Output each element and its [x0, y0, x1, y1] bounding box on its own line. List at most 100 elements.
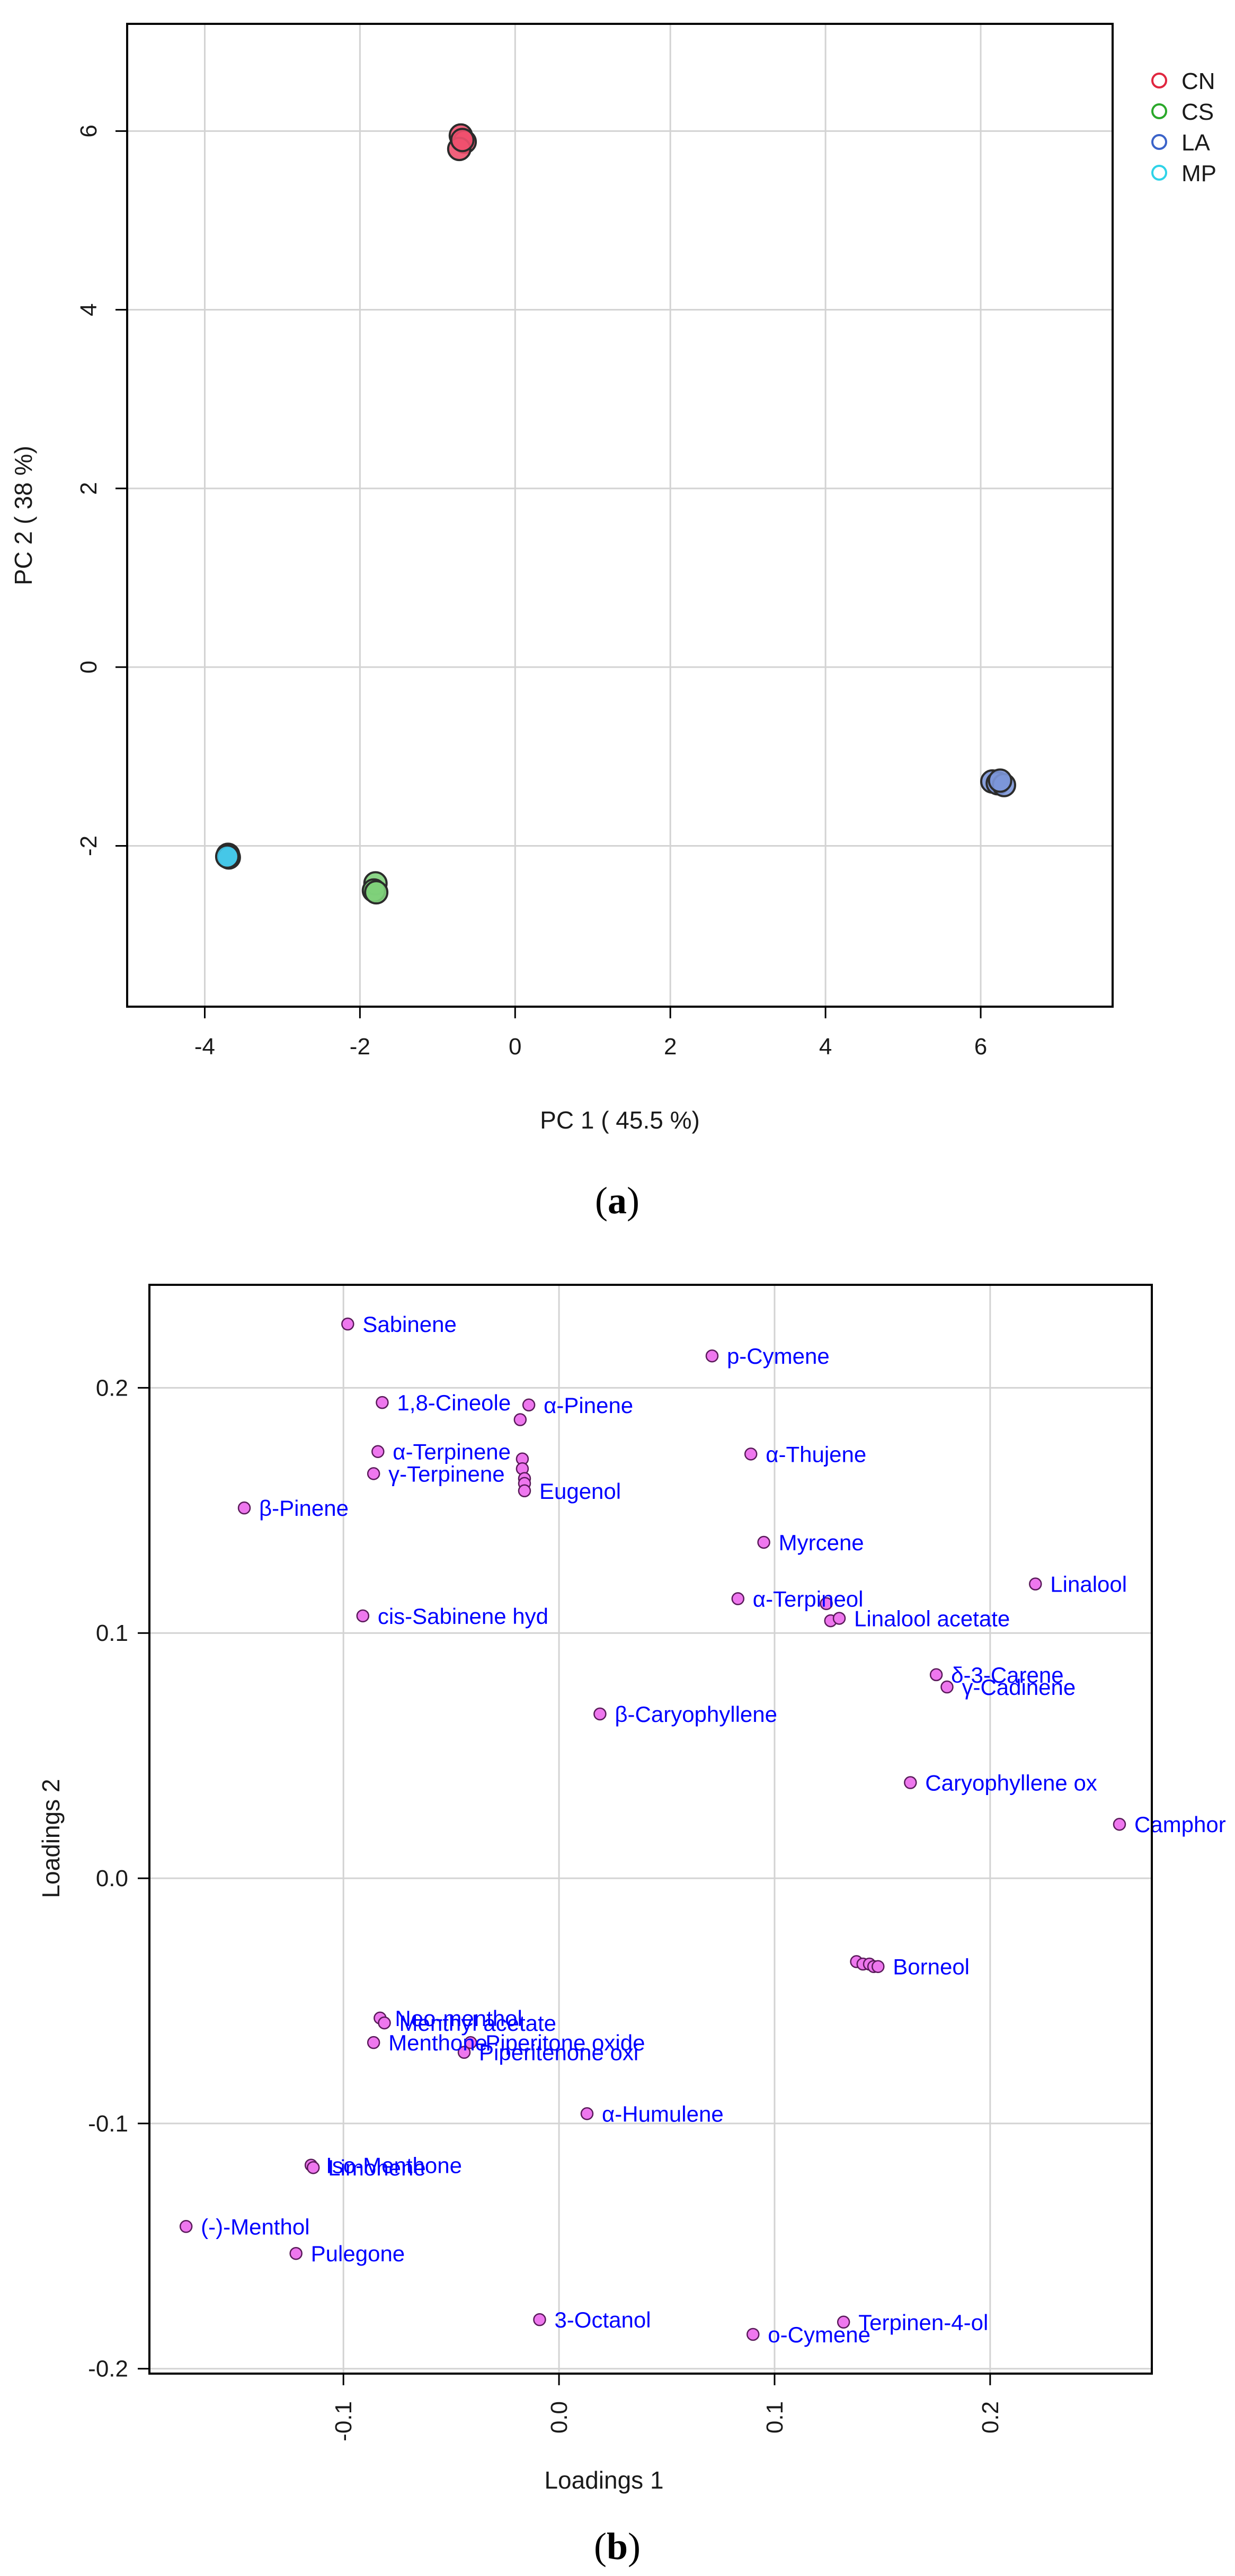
legend-marker-la [1151, 134, 1167, 150]
loading-point [820, 1597, 833, 1610]
loading-point [464, 2036, 477, 2049]
legend-marker-cn [1151, 73, 1167, 88]
loading-point [940, 1680, 954, 1694]
loading-label: Menthone [388, 2030, 487, 2055]
loading-label: Eugenol [539, 1479, 621, 1504]
loading-label: 1,8-Cineole [397, 1390, 511, 1415]
legend-label-mp: MP [1181, 161, 1216, 186]
pca-x-tick-label: 4 [819, 1034, 832, 1060]
panel-b-caption-open: ( [594, 2525, 607, 2568]
loading-label: β-Pinene [259, 1496, 349, 1521]
loading-label: p-Cymene [727, 1344, 830, 1369]
pca-y-tick-label: 4 [76, 303, 102, 316]
pca-y-tick-label: -2 [76, 836, 102, 856]
loading-point [513, 1413, 527, 1426]
loading-label: Menthyl acetate [399, 2011, 557, 2036]
loadings-x-tick-label: 0.0 [546, 2401, 572, 2433]
pca-point-la [988, 768, 1012, 793]
loading-label: Linalool acetate [854, 1606, 1010, 1631]
loading-point [757, 1535, 770, 1549]
legend-label-la: LA [1181, 130, 1210, 156]
loadings-y-tick-label: -0.1 [88, 2111, 128, 2137]
loading-point [306, 2161, 320, 2174]
loading-label: Terpinen-4-ol [858, 2310, 988, 2335]
loading-point [341, 1317, 354, 1331]
loading-label: Camphor [1134, 1812, 1226, 1837]
panel-b-caption-close: ) [628, 2525, 641, 2568]
loading-label: δ-3-Carene [951, 1663, 1063, 1687]
panel-b-caption: (b) [594, 2525, 641, 2568]
loading-label: α-Humulene [602, 2101, 724, 2126]
loading-point [356, 1609, 370, 1623]
loading-point [747, 2328, 760, 2341]
pca-point-cs [364, 880, 389, 905]
pca-plot-frame [126, 23, 1114, 1008]
loadings-y-tick-label: 0.2 [96, 1375, 128, 1401]
loadings-plot-frame [148, 1284, 1153, 2375]
loading-label: Borneol [893, 1955, 970, 1979]
loading-label: cis-Sabinene hyd [378, 1604, 548, 1629]
panel-a-caption-open: ( [595, 1179, 608, 1222]
loadings-y-tick-label: -0.2 [88, 2356, 128, 2382]
pca-points [215, 123, 1016, 905]
loading-label: γ-Terpinene [388, 1461, 504, 1486]
loading-label: Neo-menthol [395, 2006, 522, 2031]
loadings-y-axis-label: Loadings 2 [37, 1779, 65, 1898]
loading-label: Linalool [1050, 1572, 1127, 1597]
loading-point [522, 1398, 536, 1412]
panel-b-caption-letter: b [607, 2525, 628, 2568]
loading-point [367, 2036, 380, 2049]
loading-point [929, 1668, 943, 1682]
loading-point [371, 1445, 385, 1458]
loadings-x-tick-label: 0.1 [762, 2401, 788, 2433]
loading-point [832, 1612, 846, 1625]
pca-y-tick-label: 0 [76, 661, 102, 673]
loading-label: Myrcene [779, 1530, 864, 1555]
loadings-x-axis-label: Loadings 1 [544, 2466, 663, 2494]
loading-label: Limonene [328, 2155, 425, 2180]
loadings-y-tick-label: 0.0 [96, 1866, 128, 1891]
pca-y-axis-label: PC 2 ( 38 %) [10, 446, 37, 585]
pca-point-mp [215, 844, 239, 869]
loadings-chart: -0.1 0.0 0.1 0.2 -0.2 -0.1 0.0 0.1 0.2 Sabinene p… [37, 1284, 1226, 2494]
loading-label: (-)-Menthol [201, 2214, 309, 2239]
panel-a-caption: (a) [595, 1179, 639, 1222]
loading-point [904, 1776, 917, 1789]
pca-point-cn [450, 128, 475, 153]
loading-point [179, 2220, 193, 2233]
loading-label: 3-Octanol [554, 2307, 651, 2332]
loading-point [593, 1707, 607, 1721]
loadings-x-tick-label: 0.2 [978, 2401, 1003, 2433]
loading-label: Piperitenone oxi [479, 2040, 638, 2065]
pca-legend: CN CS LA MP [1151, 68, 1216, 186]
loading-label: Iso-Menthone [326, 2153, 462, 2178]
loading-point [744, 1447, 758, 1461]
loading-point [457, 2046, 471, 2059]
loading-label: α-Pinene [544, 1393, 633, 1418]
pca-x-tick-label: -4 [194, 1034, 215, 1060]
loading-point [872, 1960, 885, 1973]
pca-x-axis-label: PC 1 ( 45.5 %) [540, 1106, 700, 1134]
loading-label: Sabinene [362, 1312, 457, 1337]
loadings-y-tick-label: 0.1 [96, 1620, 128, 1646]
loading-label: o-Cymene [768, 2322, 870, 2347]
loadings-ticks: -0.1 0.0 0.1 0.2 -0.2 -0.1 0.0 0.1 0.2 [88, 1375, 1003, 2441]
loading-point [378, 2016, 391, 2030]
loadings-labels: Sabinene p-Cymene 1,8-Cineole α-Pinene α-Ter… [201, 1312, 1226, 2347]
legend-marker-cs [1151, 103, 1167, 119]
pca-x-tick-label: 0 [509, 1034, 521, 1060]
pca-ticks: -4 -2 0 2 4 6 -2 0 2 4 6 [76, 125, 987, 1060]
panel-a-caption-close: ) [627, 1179, 639, 1222]
loading-point [237, 1501, 251, 1515]
loadings-points [179, 1317, 1126, 2341]
loading-label: γ-Cadinene [962, 1675, 1076, 1700]
loading-point [289, 2246, 303, 2260]
loading-point [837, 2315, 850, 2329]
loading-label: Piperitone oxide [485, 2030, 645, 2055]
loading-point [376, 1396, 389, 1409]
loading-point [367, 1467, 380, 1480]
legend-label-cn: CN [1181, 68, 1215, 94]
pca-scores-chart: -4 -2 0 2 4 6 -2 0 2 4 6 PC 1 ( 45.5 %) PC 2 ( 38 … [10, 23, 1216, 1134]
pca-y-tick-label: 2 [76, 482, 102, 495]
loading-label: Caryophyllene ox [925, 1771, 1097, 1796]
